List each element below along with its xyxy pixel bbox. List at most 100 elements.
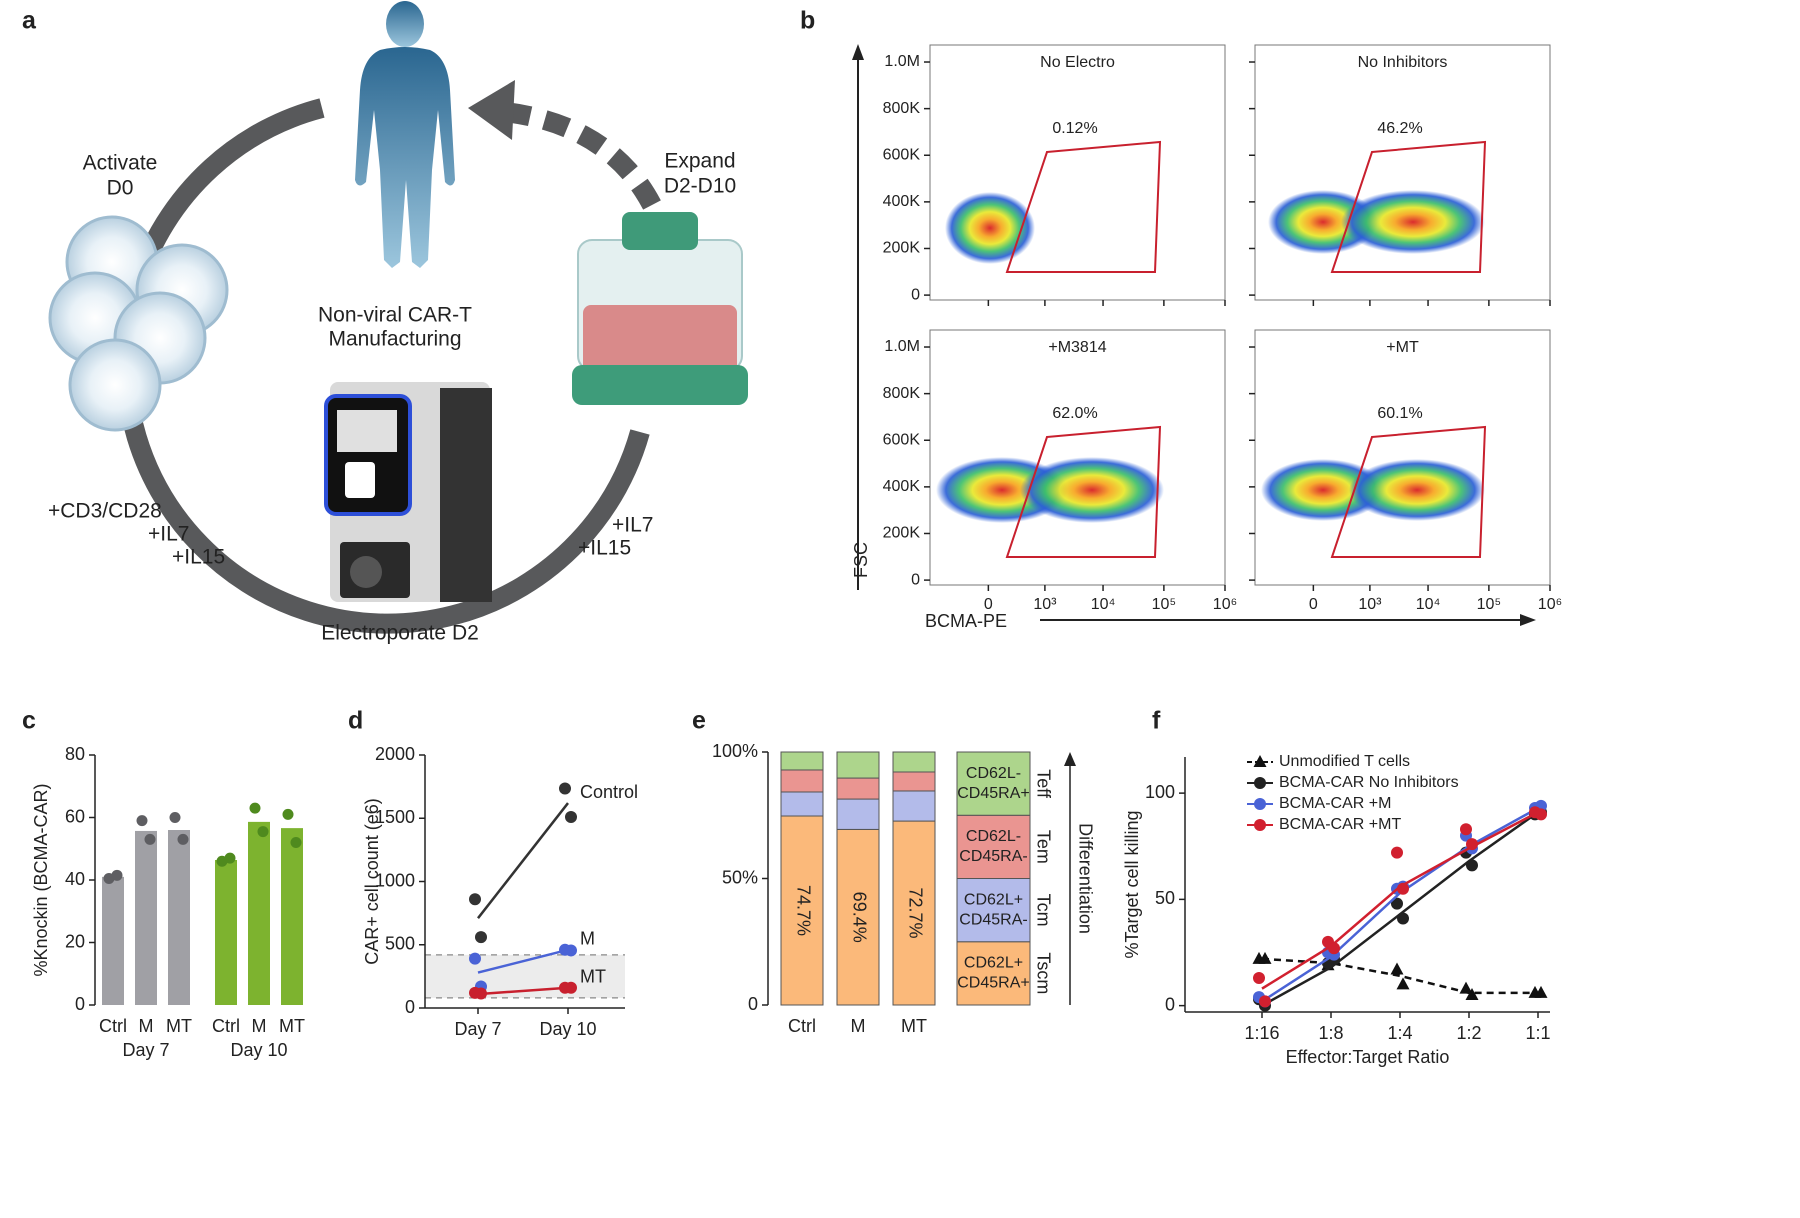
bar — [168, 830, 190, 1005]
y-tick-label: 800K — [883, 100, 921, 117]
bar-segment — [780, 815, 824, 1006]
bar-segment — [836, 751, 880, 779]
series-line — [1261, 811, 1539, 1007]
step-label: Electroporate D2 — [321, 622, 479, 645]
series-line — [477, 986, 569, 996]
series-label: Control — [580, 782, 638, 802]
data-point — [1254, 777, 1266, 789]
x-tick-label: 10⁴ — [1091, 596, 1116, 613]
density-cloud — [945, 192, 1035, 264]
data-point — [475, 931, 487, 944]
bar — [281, 828, 303, 1005]
data-point — [1254, 819, 1266, 831]
value-label: 72.7% — [905, 888, 925, 939]
legend-label: CD45RA- — [959, 911, 1027, 928]
legend-label: CD62L+ — [964, 955, 1023, 972]
replicate-point — [282, 808, 294, 820]
y-tick-label: 0 — [75, 994, 85, 1014]
data-point — [1396, 977, 1410, 990]
legend-label: CD62L- — [966, 828, 1021, 845]
x-tick-label: M — [851, 1016, 866, 1036]
legend-label: CD45RA+ — [957, 785, 1029, 802]
series-line — [477, 948, 569, 974]
bar-segment — [780, 769, 824, 793]
data-point — [1391, 897, 1403, 910]
y-tick-label: 200K — [883, 525, 921, 542]
legend-label: CD62L- — [966, 765, 1021, 782]
panel-label: c — [22, 707, 36, 735]
bar-segment — [780, 751, 824, 771]
data-point — [1254, 798, 1266, 810]
data-point — [1253, 755, 1267, 767]
bar-segment — [836, 777, 880, 800]
gate — [1330, 140, 1487, 273]
bar-segment — [836, 798, 880, 830]
gate-label: 0.12% — [1052, 120, 1097, 137]
plot-frame — [1254, 329, 1551, 586]
cycle-arc — [115, 98, 650, 634]
y-tick-label: 1000 — [375, 870, 415, 890]
cells — [48, 215, 229, 432]
x-tick-label: M — [139, 1016, 154, 1036]
subplot-title: No Inhibitors — [1358, 54, 1448, 71]
media-label: +CD3/CD28 — [48, 500, 162, 523]
y-tick-label: 600K — [883, 146, 921, 163]
x-tick-label: MT — [279, 1016, 305, 1036]
y-tick-label: 0 — [405, 997, 415, 1017]
replicate-point — [144, 833, 156, 845]
legend-label: Unmodified T cells — [1279, 753, 1410, 770]
legend-swatch — [956, 751, 1031, 816]
legend-swatch — [956, 878, 1031, 943]
replicate-point — [249, 802, 261, 814]
value-label: 74.7% — [793, 885, 813, 936]
y-tick-label: 0 — [911, 286, 920, 303]
x-tick-label: MT — [901, 1016, 927, 1036]
x-axis-title: BCMA-PE — [925, 611, 1007, 631]
y-tick-label: 600K — [883, 431, 921, 448]
y-tick-label: 80 — [65, 744, 85, 764]
x-tick-label: 1:2 — [1456, 1023, 1481, 1043]
group-label: Day 10 — [230, 1040, 287, 1060]
y-tick-label: 1.0M — [884, 53, 920, 70]
value-label: 69.4% — [849, 892, 869, 943]
x-tick-label: 1:1 — [1525, 1023, 1550, 1043]
legend-label: CD62L+ — [964, 891, 1023, 908]
gate — [1005, 425, 1162, 558]
y-tick-label: 800K — [883, 385, 921, 402]
data-point — [1397, 912, 1409, 925]
y-axis-title: %Knockin (BCMA-CAR) — [31, 783, 51, 976]
data-point — [1328, 942, 1340, 955]
bar-segment — [892, 790, 936, 822]
subplot-title: +MT — [1386, 339, 1419, 356]
bar — [102, 876, 124, 1005]
y-tick-label: 400K — [883, 478, 921, 495]
bar-segment — [892, 820, 936, 1006]
bar — [135, 830, 157, 1005]
data-point — [1460, 823, 1472, 836]
media-label: +IL7 — [148, 523, 189, 546]
media-label: +IL15 — [578, 537, 631, 560]
data-point — [1391, 846, 1403, 859]
legend-label: CD45RA+ — [957, 975, 1029, 992]
y-tick-label: 2000 — [375, 744, 415, 764]
data-point — [1466, 859, 1478, 872]
x-tick-label: 10⁵ — [1477, 596, 1501, 613]
subset-name: Tscm — [1033, 952, 1053, 994]
arrow-head — [1064, 752, 1076, 766]
panel-label: a — [22, 7, 37, 35]
bar-segment — [892, 751, 936, 773]
density-cloud — [1020, 457, 1164, 523]
y-tick-label: 100% — [712, 741, 758, 761]
data-point — [565, 810, 577, 823]
y-tick-label: 0 — [1165, 994, 1175, 1014]
legend-label: BCMA-CAR +M — [1279, 795, 1391, 812]
y-tick-label: 60 — [65, 806, 85, 826]
series-label: M — [580, 929, 595, 949]
replicate-point — [111, 869, 123, 881]
subset-name: Tcm — [1033, 894, 1053, 927]
x-tick-label: M — [252, 1016, 267, 1036]
x-tick-label: Ctrl — [788, 1016, 816, 1036]
x-tick-label: Day 7 — [454, 1019, 501, 1039]
step-label: Activate — [83, 152, 158, 175]
y-tick-label: 40 — [65, 869, 85, 889]
